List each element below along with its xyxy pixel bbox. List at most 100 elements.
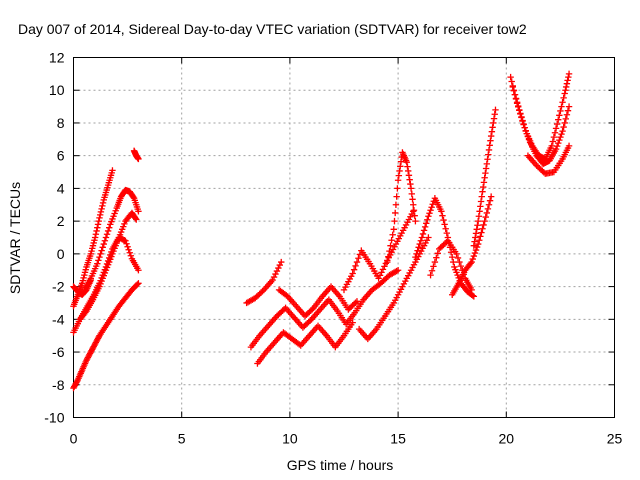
data-point (479, 225, 486, 232)
data-point (551, 129, 559, 136)
data-point (552, 125, 560, 132)
data-point (425, 213, 432, 220)
data-point (552, 145, 560, 153)
data-point (484, 156, 491, 163)
data-point (418, 234, 426, 241)
data-point (352, 262, 359, 270)
data-point (134, 281, 141, 288)
data-point (553, 120, 561, 128)
data-point (434, 250, 441, 257)
data-point (99, 202, 106, 210)
data-point (485, 151, 492, 158)
data-point (487, 137, 494, 144)
data-point (472, 230, 480, 237)
data-point (278, 258, 285, 266)
data-point (558, 103, 565, 110)
data-point (405, 172, 413, 179)
data-point (412, 217, 419, 225)
data-point (385, 253, 392, 260)
data-point (94, 260, 101, 267)
data-point (124, 243, 131, 250)
y-tick-label: -4 (52, 311, 65, 327)
data-point (562, 87, 569, 94)
data-point (125, 246, 132, 253)
data-point (103, 231, 111, 238)
data-point (472, 234, 479, 241)
data-point (563, 111, 571, 118)
data-point (443, 229, 450, 237)
data-point (540, 169, 548, 176)
data-point (132, 215, 139, 222)
data-point (395, 172, 403, 179)
data-point (450, 258, 457, 266)
x-tick-label: 25 (607, 431, 623, 447)
data-point (474, 222, 481, 229)
data-point (394, 267, 402, 274)
data-point (475, 213, 483, 220)
data-point (423, 220, 430, 227)
data-point (473, 226, 480, 233)
data-point (96, 214, 103, 222)
data-point (392, 209, 399, 217)
data-point (306, 317, 314, 324)
data-point (480, 179, 488, 186)
data-point (565, 70, 573, 78)
y-tick-label: 4 (57, 180, 65, 196)
data-point (442, 225, 449, 232)
data-point (123, 240, 130, 247)
data-point (560, 123, 567, 131)
data-point (417, 237, 425, 244)
data-point (415, 244, 422, 251)
data-point (557, 133, 564, 141)
data-point (562, 115, 570, 123)
data-point (407, 180, 414, 188)
y-tick-label: 12 (49, 50, 65, 66)
data-point (350, 266, 358, 273)
data-point (382, 260, 390, 267)
data-point (427, 271, 434, 279)
data-point (355, 255, 362, 262)
data-point (433, 254, 440, 261)
data-point (393, 193, 400, 200)
y-tick-label: 2 (57, 213, 65, 229)
data-point (97, 250, 104, 258)
data-point (275, 264, 282, 272)
data-point (388, 237, 395, 244)
data-point (92, 231, 100, 238)
data-point (408, 190, 416, 198)
data-point (419, 230, 427, 238)
data-point (397, 158, 405, 165)
data-point (428, 267, 436, 274)
data-point (548, 142, 555, 150)
data-point (97, 208, 105, 216)
data-point (484, 205, 492, 213)
data-point (396, 167, 403, 175)
data-point (457, 262, 465, 270)
data-point (485, 201, 493, 208)
data-point (99, 199, 107, 207)
data-point (482, 169, 489, 177)
data-point (470, 252, 478, 260)
data-point (517, 110, 524, 117)
data-point (438, 208, 445, 215)
data-point (476, 208, 483, 215)
data-point (95, 257, 102, 264)
x-axis-label: GPS time / hours (287, 457, 394, 473)
data-point (490, 119, 497, 127)
data-point (272, 270, 279, 278)
data-point (555, 139, 562, 147)
data-point (409, 196, 416, 203)
data-point (565, 73, 572, 81)
data-point (468, 286, 475, 294)
data-point (390, 226, 397, 233)
data-point (512, 95, 520, 102)
data-point (472, 246, 480, 254)
data-point (421, 223, 429, 231)
data-point (489, 124, 496, 131)
data-point (391, 217, 398, 225)
data-point (471, 249, 479, 257)
data-point (393, 267, 400, 275)
data-point (96, 253, 103, 261)
data-point (135, 280, 142, 287)
